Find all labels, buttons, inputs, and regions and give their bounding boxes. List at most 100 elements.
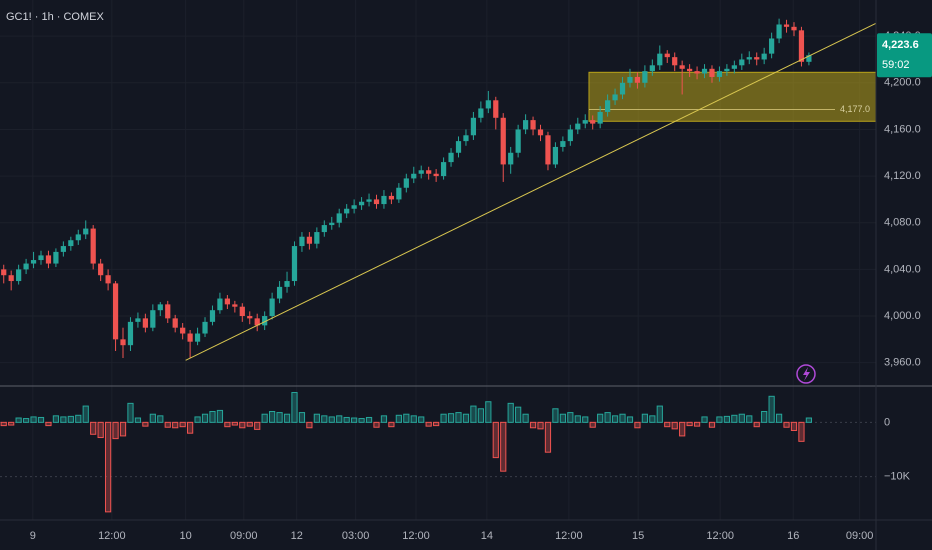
y-tick-label: 4,200.0: [884, 77, 921, 89]
delta-bar: [522, 413, 529, 423]
candle-body: [552, 146, 559, 165]
delta-bar: [52, 415, 60, 423]
last-price-label: 4,223.6: [882, 39, 919, 51]
candle-body: [68, 240, 74, 247]
chart-title: GC1! · 1h · COMEX: [6, 11, 104, 23]
candle-body: [38, 255, 44, 261]
candle-body: [522, 120, 529, 130]
delta-bar: [447, 413, 455, 423]
x-tick-label: 09:00: [846, 530, 874, 542]
trendline: [185, 22, 877, 361]
candle-body: [351, 205, 357, 209]
x-tick-label: 09:00: [230, 530, 258, 542]
delta-bar: [239, 421, 246, 429]
candle-body: [381, 195, 387, 205]
y-tick-label: 4,040.0: [884, 263, 921, 275]
candle-body: [455, 141, 462, 153]
candle-body: [150, 310, 156, 328]
delta-bar: [656, 405, 663, 423]
candle-body: [560, 141, 566, 147]
candle-body: [247, 316, 253, 319]
candle-body: [634, 76, 641, 83]
candle-body: [694, 71, 700, 74]
y-tick-label: 4,080.0: [884, 217, 921, 229]
delta-bar: [164, 421, 171, 428]
candle-body: [575, 123, 581, 130]
delta-bar: [37, 416, 45, 423]
delta-bar: [246, 421, 253, 427]
delta-bar: [8, 421, 15, 426]
candle-body: [8, 275, 14, 282]
delta-bar: [440, 413, 447, 423]
delta-bar: [500, 421, 507, 472]
candle-body: [321, 225, 327, 233]
delta-bar: [67, 415, 74, 423]
delta-bar: [537, 421, 544, 430]
candle-body: [232, 304, 238, 307]
candle-body: [329, 222, 335, 226]
delta-bar: [142, 421, 149, 427]
delta-bar: [418, 416, 425, 423]
delta-bar: [567, 412, 574, 423]
delta-bar: [395, 414, 402, 423]
delta-bar: [276, 412, 283, 423]
alert-circle: [796, 364, 816, 384]
x-tick-label: 16: [787, 530, 799, 542]
candle-body: [157, 304, 163, 311]
candle-body: [679, 65, 685, 69]
delta-bar: [679, 421, 686, 437]
delta-bar: [179, 421, 186, 428]
delta-bar: [187, 421, 194, 434]
delta-bar: [589, 421, 596, 428]
candle-body: [269, 298, 275, 317]
delta-bar: [157, 415, 164, 423]
alert-icon[interactable]: [796, 364, 816, 384]
delta-bar: [783, 421, 790, 428]
delta-bar: [805, 417, 813, 423]
delta-bar: [201, 413, 209, 423]
x-tick-label: 12:00: [555, 530, 583, 542]
candle-body: [262, 316, 268, 326]
candle-body: [493, 100, 499, 118]
delta-bar: [403, 413, 410, 423]
delta-bar: [313, 413, 320, 423]
delta-bar: [761, 410, 768, 423]
candle-body: [508, 152, 514, 165]
candle-body: [478, 108, 484, 118]
delta-bar: [209, 410, 216, 423]
candle-body: [358, 201, 365, 206]
candle-body: [314, 232, 320, 244]
delta-bar: [231, 421, 238, 426]
candle-body: [672, 57, 678, 66]
x-tick-label: 12:00: [402, 530, 430, 542]
candle-body: [649, 65, 655, 72]
delta-bar: [649, 415, 656, 423]
delta-bar: [365, 416, 373, 423]
candle-body: [567, 129, 573, 142]
candle-body: [463, 135, 469, 142]
delta-bar: [343, 416, 350, 423]
delta-bar: [283, 413, 291, 423]
level-label: 4,177.0: [840, 104, 870, 114]
delta-bar: [15, 417, 22, 423]
x-tick-label: 03:00: [342, 530, 370, 542]
candle-body: [336, 213, 342, 223]
y-tick-label: 0: [884, 416, 890, 428]
delta-bar: [492, 421, 499, 459]
candle-body: [120, 339, 126, 346]
delta-bar: [768, 395, 775, 423]
delta-bar: [425, 421, 432, 427]
candle-body: [701, 68, 708, 74]
delta-bar: [790, 421, 798, 431]
candle-body: [16, 269, 22, 282]
delta-bar: [641, 413, 648, 423]
candle-body: [485, 100, 491, 109]
candle-body: [187, 333, 193, 342]
candle-body: [202, 321, 208, 334]
delta-bar: [582, 416, 589, 423]
candle-body: [276, 286, 283, 299]
x-tick-label: 15: [632, 530, 644, 542]
candle-body: [582, 120, 588, 124]
candle-body: [83, 228, 89, 235]
delta-bar: [298, 412, 306, 423]
